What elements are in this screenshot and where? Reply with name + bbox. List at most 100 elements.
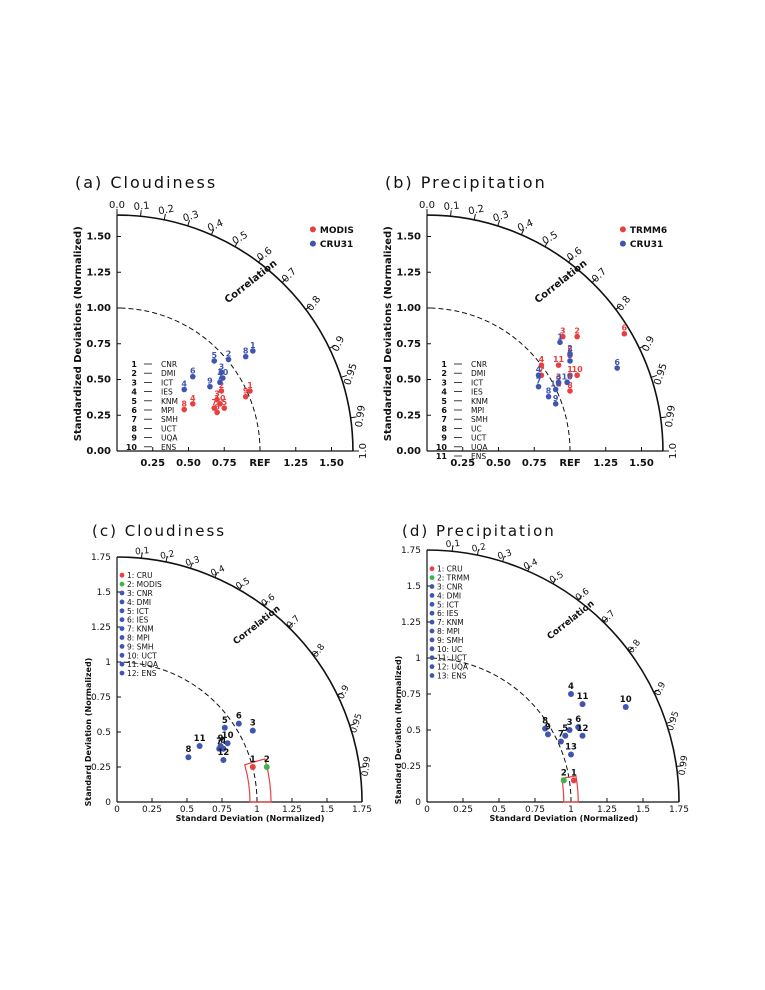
corr-tick (140, 210, 142, 217)
corr-tick-label: 0.3 (184, 555, 201, 569)
point-label: 1 (567, 365, 573, 374)
corr-tick-label: 0.4 (206, 218, 225, 234)
data-point (211, 358, 218, 364)
corr-tick (615, 305, 621, 310)
model-key-name: ENS (161, 443, 176, 452)
point-label: 1 (571, 768, 577, 778)
legend-label: 11: UCT (437, 654, 467, 663)
legend-label: TRMM6 (630, 226, 667, 236)
corr-tick (660, 416, 667, 419)
y-tick-label: 1.25 (401, 618, 421, 628)
data-point (249, 764, 256, 770)
model-key-number: 1 (131, 360, 137, 369)
corr-tick-label: 0.9 (330, 334, 347, 353)
data-point (221, 724, 228, 731)
point-label: 10 (217, 368, 229, 377)
legend-dot (119, 581, 125, 587)
legend-label: 9: SMH (437, 636, 464, 645)
corr-tick (628, 646, 634, 652)
point-label: 10 (572, 365, 584, 374)
corr-tick-label: 0.1 (133, 201, 150, 214)
y-tick-label: 1.25 (86, 267, 111, 278)
point-label: 12 (217, 748, 229, 758)
corr-tick-label: 0.2 (471, 542, 487, 555)
data-point (211, 405, 218, 411)
data-point (557, 738, 564, 745)
point-label: 4 (190, 394, 196, 403)
y-tick-label: 1.5 (97, 588, 111, 598)
reference-arc (116, 661, 258, 803)
data-point (235, 720, 242, 727)
y-tick-label: 0 (105, 798, 111, 808)
y-tick-label: 0.50 (86, 375, 111, 386)
x-tick-label: 1.5 (320, 805, 334, 815)
data-point (220, 757, 227, 763)
model-key-name: ICT (161, 378, 173, 387)
data-point (545, 393, 552, 400)
y-tick-label: 1.5 (407, 582, 421, 592)
x-tick-label: 0.25 (453, 805, 473, 815)
corr-tick-label: 0.1 (445, 539, 460, 550)
point-label: 2 (264, 755, 270, 765)
legend-label: 2: TRMM (437, 574, 469, 583)
x-tick-label: 1 (568, 805, 574, 815)
model-key-number: 5 (131, 397, 137, 406)
data-point (218, 369, 225, 376)
x-tick-label: 1.25 (593, 458, 618, 469)
data-point (544, 731, 551, 738)
reference-arc (426, 307, 571, 452)
data-point (249, 727, 256, 734)
model-key-number: 9 (441, 434, 447, 443)
x-axis-label: Standard Deviation (Normalized) (176, 814, 325, 823)
corr-tick-label: 0.2 (467, 204, 485, 218)
legend-dot (429, 646, 435, 652)
legend-label: 3: CNR (437, 583, 463, 592)
data-point (217, 379, 223, 386)
point-label: 2 (219, 381, 225, 390)
data-point (568, 751, 574, 758)
point-label: 2 (561, 768, 567, 778)
legend-label: 7: KNM (127, 625, 154, 634)
data-point (566, 727, 573, 733)
point-label: 3 (219, 362, 225, 371)
x-tick-label: 1.50 (319, 458, 344, 469)
legend-dot (119, 572, 125, 578)
point-label: 6 (214, 402, 220, 411)
y-axis-label: Standard Deviation (Normalized) (84, 658, 93, 807)
x-tick-label: 0.25 (140, 458, 165, 469)
point-label: 1 (250, 755, 256, 765)
data-point (621, 330, 628, 337)
corr-tick-label: 0.4 (522, 557, 539, 572)
point-label: 7 (217, 372, 223, 381)
data-point (242, 393, 249, 400)
y-tick-label: 1.50 (86, 232, 111, 243)
legend-label: 9: SMH (127, 642, 154, 651)
model-key-number: 5 (441, 397, 447, 406)
legend-label: 7: KNM (437, 618, 464, 627)
ref-label: REF (249, 458, 270, 469)
legend-label: 12: ENS (127, 669, 157, 678)
model-key-number: 9 (131, 434, 137, 443)
corr-tick (239, 584, 243, 591)
y-tick-label: 0.25 (86, 410, 111, 421)
point-label: 3 (560, 327, 566, 336)
y-tick-label: 0.00 (86, 446, 111, 457)
data-point (224, 740, 231, 747)
y-axis-label: Standard Deviation (Normalized) (394, 656, 403, 805)
point-label: 8 (567, 381, 573, 390)
point-label: 10 (620, 695, 632, 705)
legend-dot (119, 661, 125, 667)
correlation-arc (426, 214, 664, 452)
data-point (567, 372, 573, 379)
data-point (579, 732, 586, 739)
taylor-diagram-a: 0.0 0.1 0.2 0.30.40.50.60.70.80.90.950.991.… (73, 200, 369, 469)
legend-dot (309, 226, 316, 233)
corr-tick (234, 241, 239, 247)
corr-tick-label: 0.7 (600, 609, 617, 626)
x-tick-label: 1.5 (636, 805, 650, 815)
corr-tick-label: 0.1 (443, 201, 460, 214)
legend-dot (429, 610, 435, 616)
model-key-name: IES (161, 388, 173, 397)
taylor-diagram-c: 0.1 0.2 0.30.40.50.60.70.80.90.950.99Corre… (84, 546, 373, 823)
model-key-number: 4 (441, 388, 447, 397)
